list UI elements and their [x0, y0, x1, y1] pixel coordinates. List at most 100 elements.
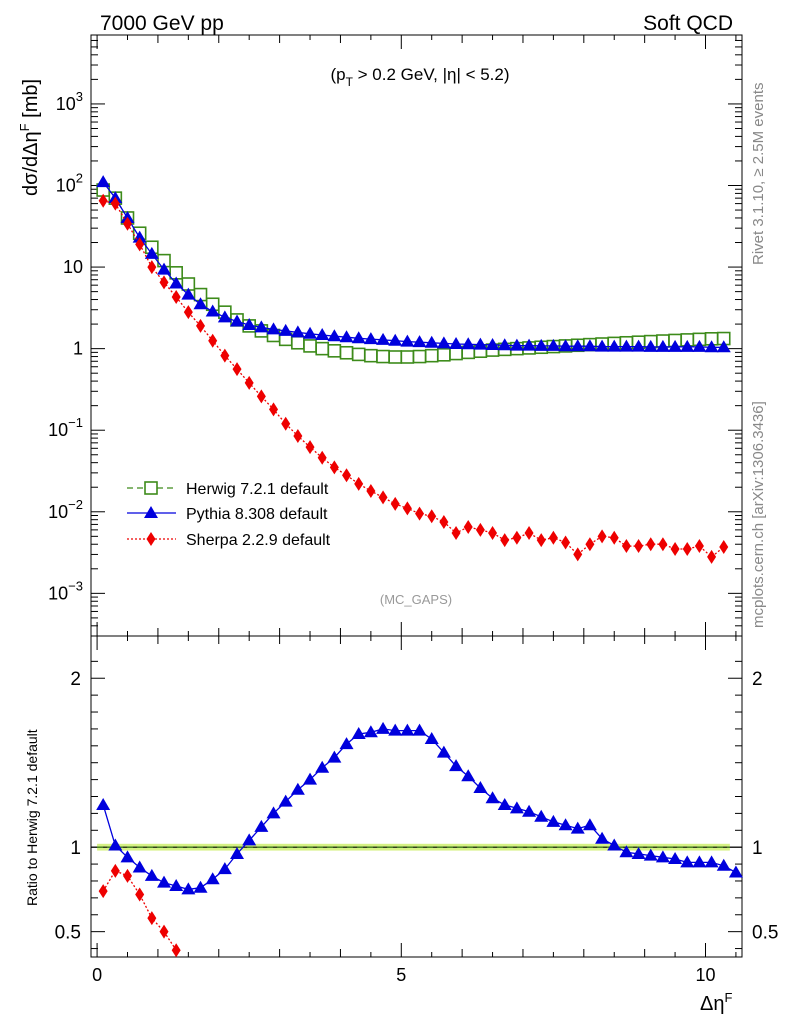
sherpa-main-point: [305, 440, 315, 455]
ratio-xtick-label: 10: [695, 965, 715, 985]
sherpa-main-point: [354, 476, 364, 491]
pythia-legend-label: Pythia 8.308 default: [186, 506, 328, 523]
sherpa-main-point: [719, 540, 729, 555]
pythia-main-point: [132, 230, 147, 243]
sherpa-main-point: [646, 537, 656, 552]
sherpa-main-point: [682, 541, 692, 556]
pythia-main-point: [96, 175, 111, 188]
xlabel: ΔηF: [700, 990, 732, 1015]
sherpa-main-point: [597, 529, 607, 544]
pythia-ratio-point: [668, 852, 683, 865]
pythia-main-point: [303, 326, 318, 339]
pythia-ratio-point: [449, 759, 464, 772]
sherpa-main-point: [439, 514, 449, 529]
sherpa-main-point: [378, 490, 388, 505]
sherpa-main-point: [123, 216, 133, 231]
sherpa-main-point: [415, 506, 425, 521]
sherpa-main-point: [670, 541, 680, 556]
pythia-ratio-point: [704, 855, 719, 868]
pythia-main-point: [400, 334, 415, 347]
header-right: Soft QCD: [643, 12, 733, 35]
sherpa-main-point: [269, 402, 279, 417]
herwig-main-point: [339, 345, 354, 360]
pythia-ratio-point: [388, 723, 403, 736]
sherpa-main-point: [634, 539, 644, 554]
herwig-main-point: [412, 349, 427, 364]
herwig-main-point: [315, 341, 329, 356]
sherpa-main-point: [548, 530, 558, 545]
pythia-ratio-point: [120, 850, 135, 863]
pythia-main-point: [205, 304, 220, 317]
sherpa-main-point: [500, 533, 510, 548]
herwig-legend-label: Herwig 7.2.1 default: [186, 481, 329, 498]
pythia-main-point: [242, 317, 257, 330]
main-ytick-label: 10−3: [48, 578, 83, 603]
pythia-ratio-point: [509, 801, 524, 814]
sherpa-main-point: [402, 501, 412, 516]
sherpa-main-point: [427, 509, 437, 524]
pythia-main-point: [522, 338, 537, 351]
sherpa-main-point: [658, 537, 668, 552]
pythia-main-point: [157, 262, 172, 275]
pythia-ratio-point: [570, 821, 585, 834]
sherpa-main-point: [232, 362, 242, 377]
sherpa-main-point: [390, 496, 400, 511]
pythia-main-point: [570, 339, 585, 352]
pythia-main-point: [546, 338, 561, 351]
sherpa-main-point: [135, 237, 145, 252]
pythia-main-point: [363, 332, 378, 345]
sherpa-legend-label: Sherpa 2.2.9 default: [186, 532, 331, 549]
pythia-ratio-point: [363, 725, 378, 738]
pythia-main-point: [327, 329, 342, 342]
herwig-main-point: [303, 339, 317, 353]
herwig-main-point: [424, 348, 439, 363]
pythia-ratio-point: [485, 791, 500, 804]
sherpa-main-point: [147, 260, 157, 275]
pythia-main-point: [351, 331, 366, 344]
pythia-main-point: [534, 338, 549, 351]
pythia-ratio-point: [534, 809, 549, 822]
cut-annotation: (pT > 0.2 GeV, |η| < 5.2): [330, 65, 509, 89]
sherpa-ratio-point: [135, 887, 145, 902]
sherpa-main-point: [573, 547, 583, 562]
ratio-ytick-label-right: 1: [752, 838, 763, 859]
pythia-ratio-point: [643, 848, 658, 861]
sherpa-main-point: [293, 428, 303, 443]
pythia-main-point: [655, 339, 670, 352]
sherpa-main-point: [561, 535, 571, 550]
main-ytick-label: 10−1: [48, 415, 83, 440]
pythia-ratio-point: [205, 872, 220, 885]
sherpa-main-point: [512, 530, 522, 545]
sherpa-main-point: [536, 533, 546, 548]
pythia-main-point: [169, 276, 184, 289]
herwig-main-point: [327, 344, 342, 358]
pythia-main-point: [680, 339, 695, 352]
pythia-ratio-point: [497, 797, 512, 810]
pythia-ratio-point: [339, 737, 354, 750]
pythia-main-point: [607, 339, 622, 352]
pythia-ratio-point: [522, 804, 537, 817]
pythia-ratio-point: [108, 838, 123, 851]
sherpa-main-point: [256, 389, 266, 404]
pythia-ratio-point: [327, 750, 342, 763]
sherpa-main-point: [183, 305, 193, 320]
herwig-main-point: [388, 350, 403, 364]
pythia-main-point: [339, 330, 354, 343]
sherpa-main-point: [463, 520, 473, 535]
pythia-ratio-point: [436, 745, 451, 758]
pythia-ratio-point: [473, 781, 488, 794]
side-rivet-text: Rivet 3.1.10, ≥ 2.5M events: [750, 83, 767, 266]
pythia-ratio-point: [230, 846, 245, 859]
pythia-ratio-point: [144, 868, 159, 881]
pythia-ratio-point: [254, 819, 269, 832]
pythia-main-point: [473, 337, 488, 350]
sherpa-main-point: [329, 460, 339, 475]
pythia-main-point: [582, 339, 597, 352]
pythia-main-point: [497, 338, 512, 351]
ratio-ylabel: Ratio to Herwig 7.2.1 default: [24, 729, 40, 906]
ratio-xtick-label: 5: [396, 965, 406, 985]
pythia-ratio-point: [217, 862, 232, 875]
sherpa-main-point: [159, 275, 169, 290]
pythia-main-point: [692, 339, 707, 352]
